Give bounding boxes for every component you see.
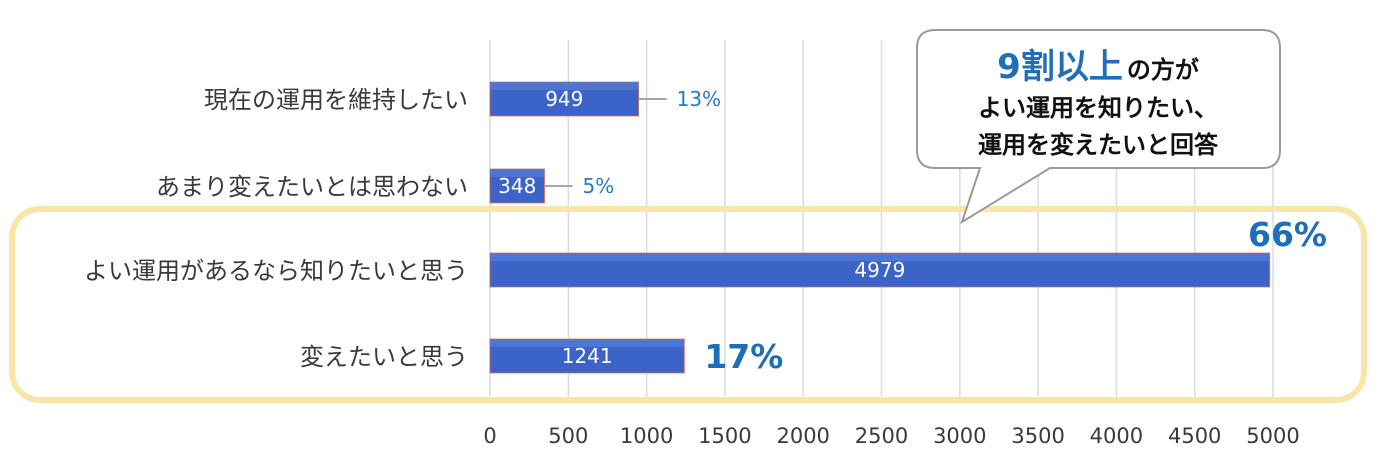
x-tick-label: 1500 bbox=[698, 424, 751, 448]
x-axis-ticks: 0 500 1000 1500 2000 2500 3000 3500 4000 4500 5000 bbox=[483, 424, 1299, 448]
percent-label: 5% bbox=[582, 174, 614, 198]
callout-line-3: 運用を変えたいと回答 bbox=[978, 131, 1219, 159]
x-tick-label: 4000 bbox=[1090, 424, 1143, 448]
x-tick-label: 4500 bbox=[1168, 424, 1221, 448]
callout-line-1: 9割以上 の方が bbox=[997, 47, 1199, 87]
bar-shine bbox=[490, 82, 639, 90]
x-tick-label: 3500 bbox=[1011, 424, 1064, 448]
value-label: 348 bbox=[498, 174, 536, 198]
callout-bubble bbox=[916, 29, 1281, 225]
x-tick-label: 3000 bbox=[933, 424, 986, 448]
category-label: あまり変えたいとは思わない bbox=[156, 173, 468, 201]
bars bbox=[489, 81, 1271, 374]
percent-label: 17% bbox=[704, 337, 783, 376]
percent-label: 66% bbox=[1248, 215, 1327, 254]
category-labels: 現在の運用を維持したいあまり変えたいとは思わないよい運用があるなら知りたいと思う… bbox=[84, 86, 468, 371]
value-label: 1241 bbox=[562, 344, 613, 368]
value-label: 949 bbox=[545, 87, 583, 111]
callout: 9割以上 の方が よい運用を知りたい、 運用を変えたいと回答 bbox=[916, 29, 1281, 225]
percent-label: 13% bbox=[677, 87, 721, 111]
category-label: 現在の運用を維持したい bbox=[204, 86, 468, 114]
x-tick-label: 1000 bbox=[620, 424, 673, 448]
bar-shine bbox=[490, 253, 1270, 261]
value-label: 4979 bbox=[854, 258, 905, 282]
x-tick-label: 5000 bbox=[1246, 424, 1299, 448]
callout-line-2: よい運用を知りたい、 bbox=[978, 94, 1218, 122]
x-tick-label: 2000 bbox=[776, 424, 829, 448]
x-tick-label: 500 bbox=[548, 424, 588, 448]
highlight-box bbox=[9, 206, 1367, 403]
callout-line-1-rest: の方が bbox=[1127, 56, 1199, 84]
x-tick-label: 0 bbox=[483, 424, 496, 448]
bar-shine bbox=[490, 339, 685, 347]
category-label: 変えたいと思う bbox=[300, 343, 468, 371]
category-label: よい運用があるなら知りたいと思う bbox=[84, 257, 468, 285]
x-tick-label: 2500 bbox=[855, 424, 908, 448]
value-labels: 949 348 4979 1241 bbox=[498, 87, 905, 368]
callout-highlight: 9割以上 bbox=[997, 47, 1123, 87]
percent-labels: 13% 5% 66% 17% bbox=[544, 87, 1327, 376]
bar-shine bbox=[490, 169, 545, 177]
